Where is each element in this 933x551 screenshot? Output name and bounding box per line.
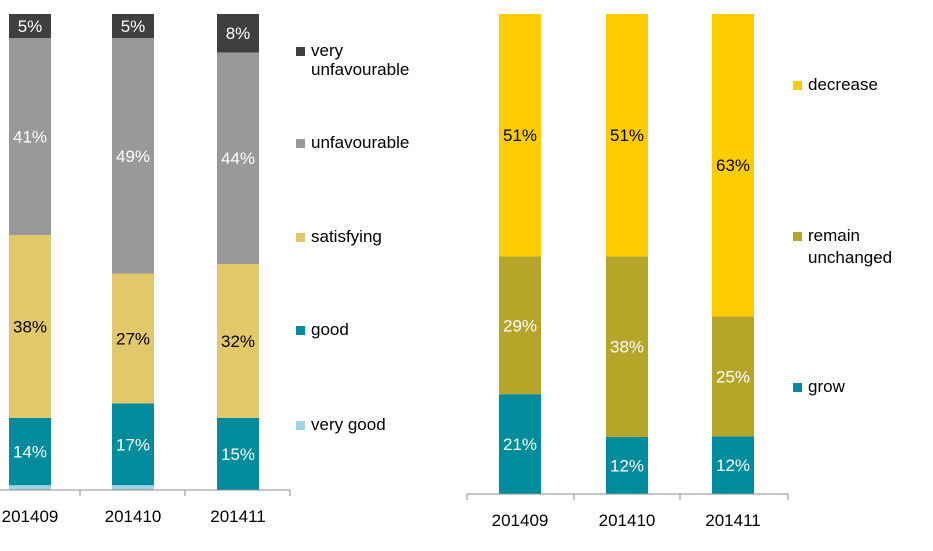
legend-swatch [793, 81, 802, 90]
bar-segment-grow [499, 394, 541, 494]
bar-segment-grow [712, 436, 754, 494]
data-label: 41% [13, 128, 47, 147]
bar-segment-good [217, 417, 259, 490]
legend-label-line: unfavourable [311, 60, 409, 79]
bar-segment-remain-unchanged [712, 316, 754, 437]
x-tick-label: 201410 [599, 511, 656, 530]
data-label: 44% [221, 149, 255, 168]
data-label: 63% [716, 156, 750, 175]
legend-label: unfavourable [311, 133, 409, 152]
bar-segment-satisfying [9, 235, 51, 418]
legend-swatch [296, 421, 305, 430]
legend-swatch [296, 47, 305, 56]
legend-label: very good [311, 415, 386, 434]
legend-swatch [296, 139, 305, 148]
legend-label-line: very [311, 41, 344, 60]
x-tick-label: 201411 [705, 511, 760, 530]
legend-label: grow [808, 377, 846, 396]
x-tick-label: 201409 [2, 507, 59, 526]
data-label: 5% [121, 17, 146, 36]
bar-segment-remain-unchanged [499, 256, 541, 395]
data-label: 25% [716, 367, 750, 386]
bar-segment-unfavourable [112, 38, 154, 274]
data-label: 15% [221, 445, 255, 464]
legend-swatch [296, 326, 305, 335]
legend-label-line: unchanged [808, 248, 892, 267]
bar-segment-satisfying [112, 273, 154, 404]
data-label: 14% [13, 443, 47, 462]
bar-segment-very-unfavourable [112, 14, 154, 39]
legend-label: very unfavourable [311, 41, 409, 79]
bar-segment-good [112, 403, 154, 486]
chart-expectation: 21% 29% 51% 201409 12% 38% 51% 201410 12% 25% 63% 2… [466, 14, 892, 530]
data-label: 51% [610, 126, 644, 145]
bar-segment-decrease [606, 14, 648, 257]
legend-label: decrease [808, 75, 878, 94]
bar-segment-unfavourable [9, 38, 51, 236]
data-label: 12% [716, 456, 750, 475]
x-tick-label: 201411 [210, 507, 265, 526]
legend-swatch [793, 232, 802, 241]
legend-label: remain unchanged [808, 226, 892, 267]
bar-segment-unfavourable [217, 52, 259, 265]
x-tick-label: 201410 [105, 507, 162, 526]
bar-segment-very-unfavourable [9, 14, 51, 39]
data-label: 51% [503, 126, 537, 145]
bar-segment-satisfying [217, 264, 259, 418]
chart-satisfaction: 14% 38% 41% 5% 201409 17% 27% 49% 5% 201410 15% 32%… [0, 14, 409, 526]
bar-segment-very-good [9, 485, 51, 490]
data-label: 12% [610, 456, 644, 475]
data-label: 8% [226, 24, 251, 43]
bar-segment-very-unfavourable [217, 14, 259, 53]
bar-segment-remain-unchanged [606, 256, 648, 437]
data-label: 27% [116, 330, 150, 349]
bar-segment-decrease [712, 14, 754, 317]
data-label: 38% [610, 338, 644, 357]
data-label: 29% [503, 316, 537, 335]
data-label: 21% [503, 435, 537, 454]
legend-label-line: remain [808, 226, 860, 245]
legend-swatch [296, 233, 305, 242]
legend-label: good [311, 320, 349, 339]
x-tick-label: 201409 [492, 511, 549, 530]
data-label: 17% [116, 435, 150, 454]
legend-label: satisfying [311, 227, 382, 246]
bar-segment-grow [606, 436, 648, 494]
legend-swatch [793, 383, 802, 392]
bar-segment-very-good [112, 485, 154, 490]
data-label: 5% [18, 17, 43, 36]
data-label: 32% [221, 332, 255, 351]
data-label: 38% [13, 318, 47, 337]
data-label: 49% [116, 147, 150, 166]
bar-segment-decrease [499, 14, 541, 257]
bar-segment-good [9, 417, 51, 486]
